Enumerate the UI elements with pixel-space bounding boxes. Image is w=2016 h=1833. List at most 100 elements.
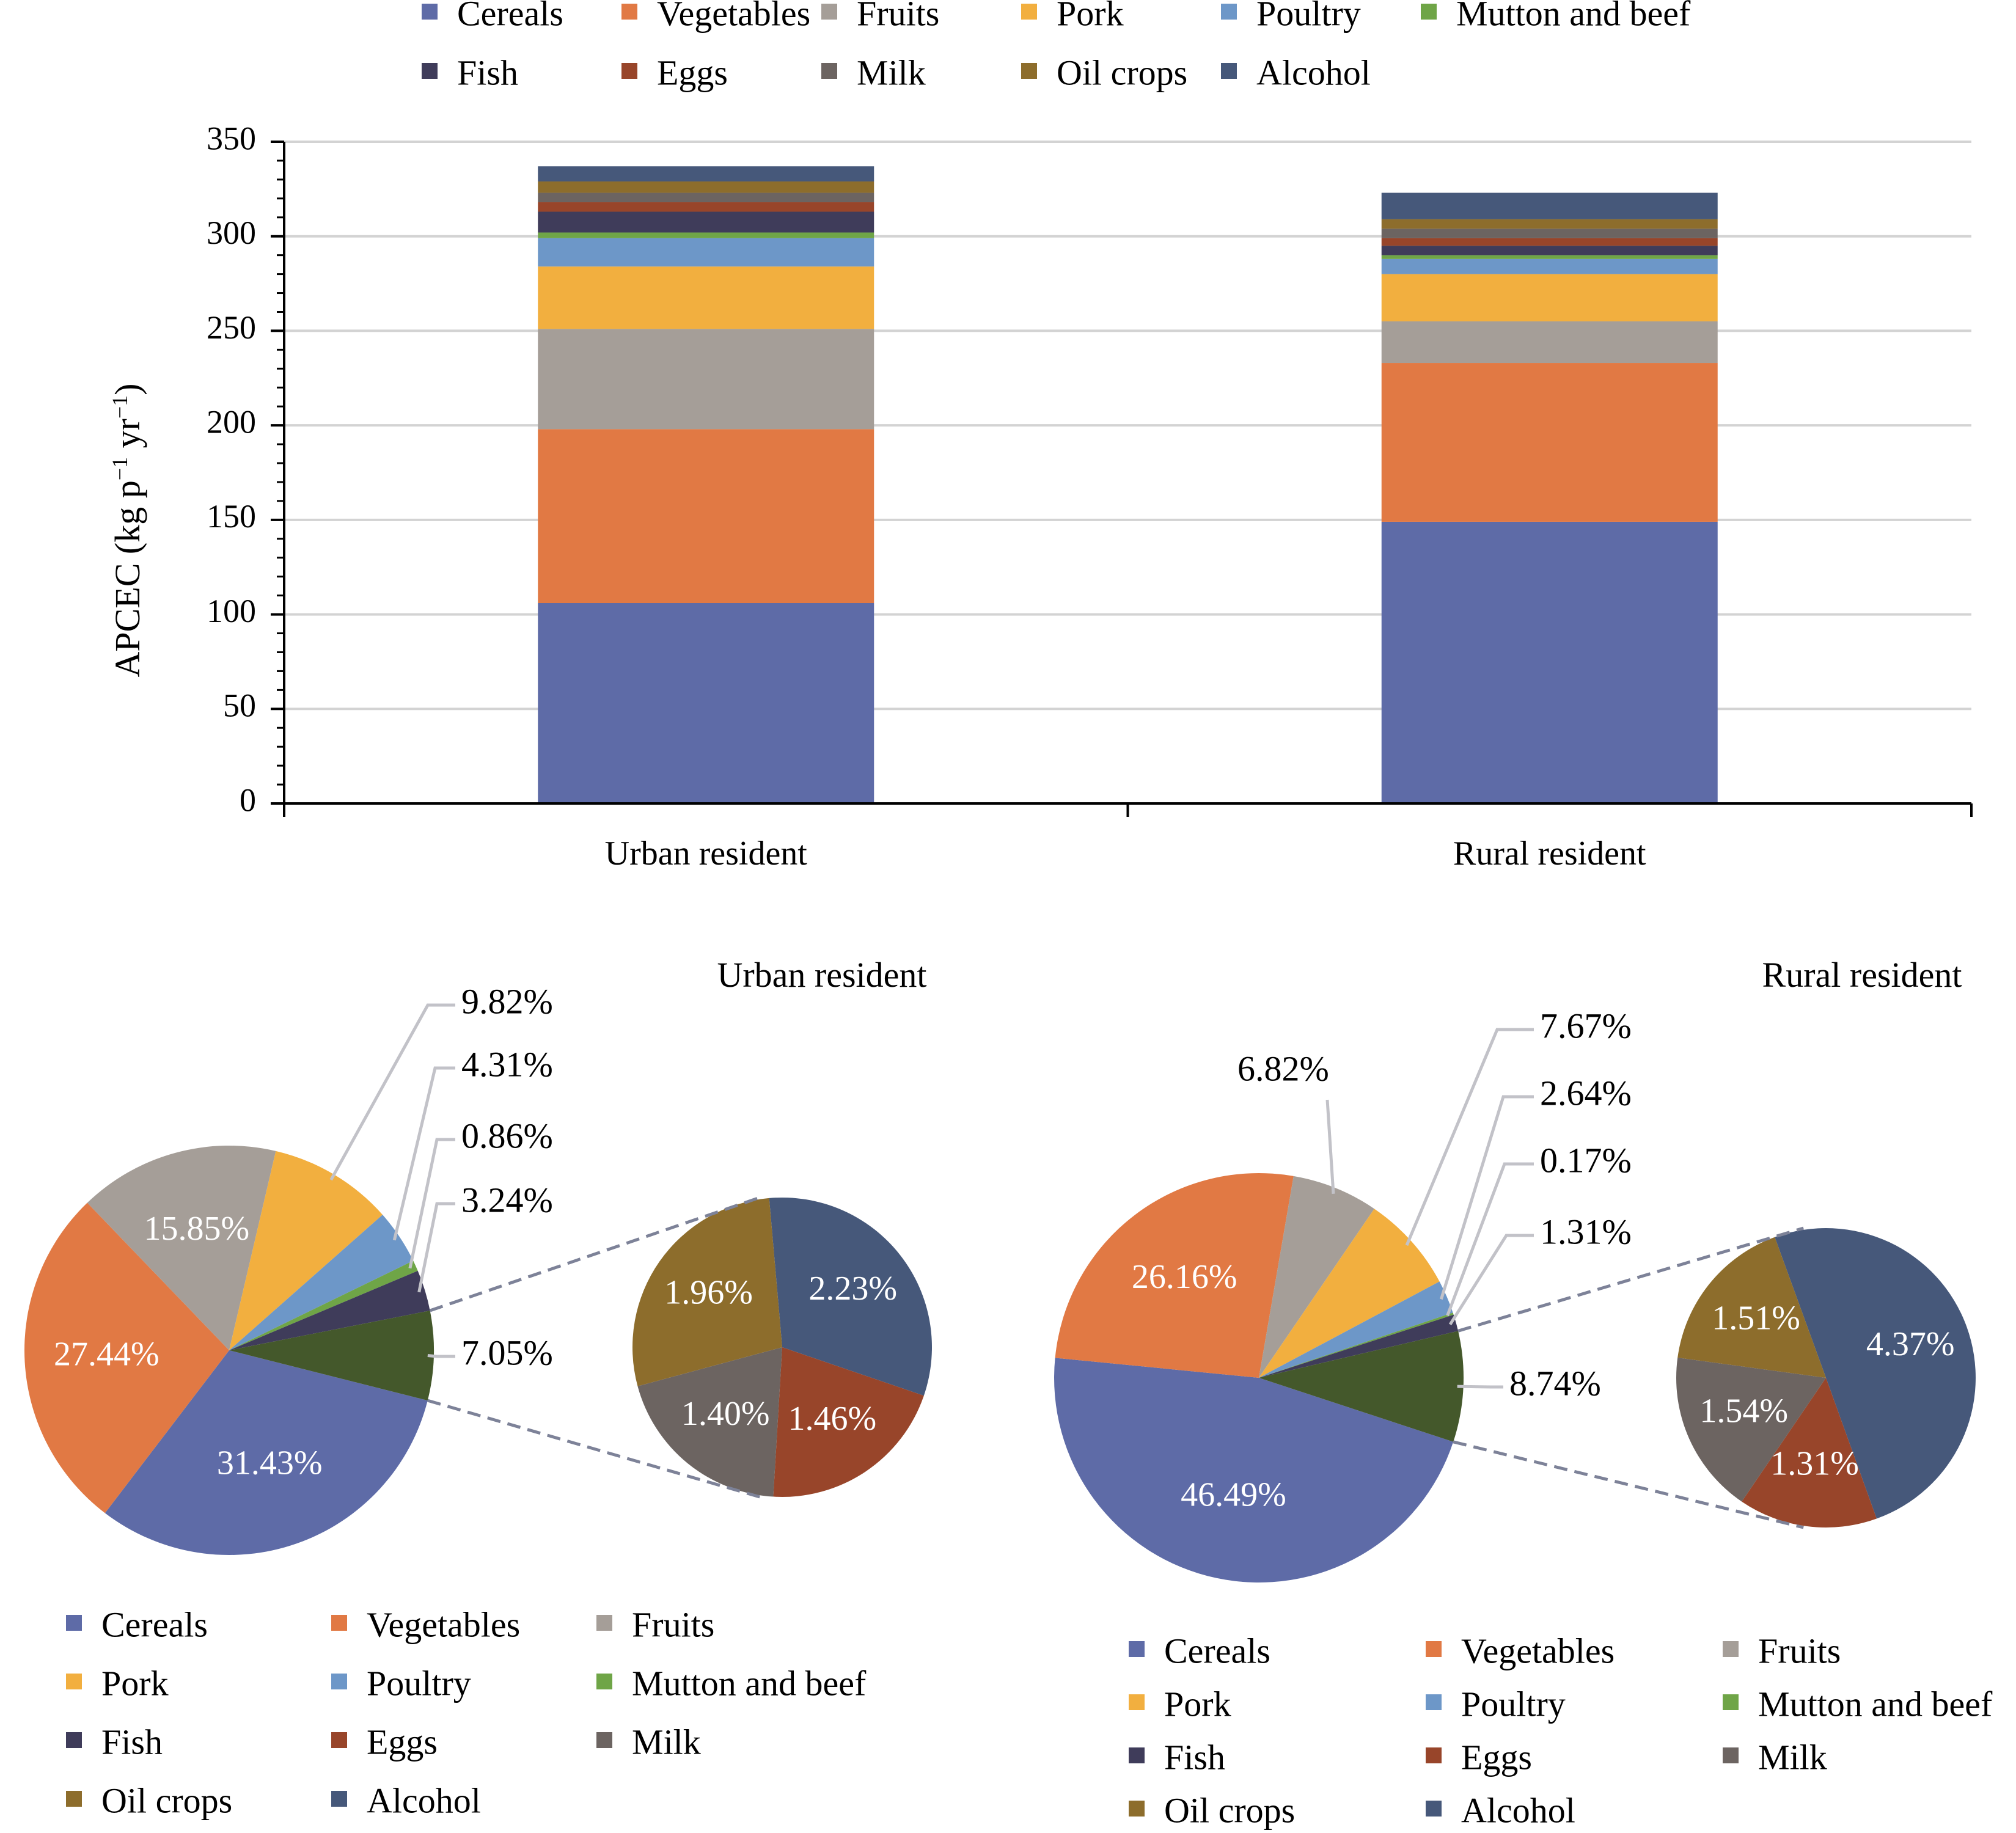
urban-sub-slice-label-oil-crops: 1.96% [664, 1274, 753, 1312]
urban-legend-item-cereals: Cereals [66, 1604, 208, 1644]
urban-slice-pork [229, 1151, 383, 1350]
urban-legend-swatch-vegetables [331, 1615, 347, 1631]
rural-legend-label-mutton-and-beef: Mutton and beef [1758, 1684, 1993, 1724]
urban-slice-other [229, 1310, 434, 1401]
rural-legend-label-fruits: Fruits [1758, 1631, 1841, 1670]
urban-sub-slice-label-alcohol: 2.23% [808, 1270, 897, 1308]
urban-sub-slice-oil-crops [632, 1198, 782, 1386]
urban-slice-mutton-and-beef [229, 1260, 418, 1350]
rural-legend-label-fish: Fish [1164, 1737, 1225, 1777]
rural-legend-swatch-oil-crops [1129, 1801, 1145, 1817]
rural-leader-pork [1405, 1028, 1534, 1246]
bar-segment-rural-resident-alcohol [1381, 192, 1718, 219]
urban-legend-swatch-alcohol [331, 1791, 347, 1807]
bar-segment-rural-resident-oil-crops [1381, 219, 1718, 229]
rural-connector-top [1457, 1226, 1804, 1333]
bar-segment-urban-resident-vegetables [538, 429, 874, 604]
bar-chart-legend: Cereals Vegetables Fruits Pork Poultry Mutton… [422, 0, 1691, 92]
top-legend-swatch-alcohol [1221, 63, 1237, 79]
urban-slice-label-cereals: 31.43% [217, 1444, 323, 1482]
bar-segment-urban-resident-eggs [538, 202, 874, 212]
urban-legend-label-oil-crops: Oil crops [101, 1780, 232, 1820]
rural-sub-slice-label-alcohol: 4.37% [1866, 1325, 1955, 1363]
urban-slice-label-other: 7.05% [461, 1333, 553, 1372]
bar-segment-urban-resident-mutton-and-beef [538, 232, 874, 238]
urban-legend-item-milk: Milk [596, 1722, 701, 1762]
bar-chart-gridlines [284, 141, 1971, 711]
rural-legend-label-alcohol: Alcohol [1461, 1790, 1575, 1830]
rural-legend-swatch-alcohol [1426, 1801, 1442, 1817]
rural-legend-swatch-mutton-and-beef [1723, 1694, 1739, 1710]
rural-leader-other [1457, 1385, 1503, 1389]
rural-legend-swatch-cereals [1129, 1641, 1145, 1657]
rural-sub-slice-oil-crops [1677, 1237, 1826, 1378]
top-legend-label-oil-crops: Oil crops [1057, 53, 1187, 92]
rural-legend-label-poultry: Poultry [1461, 1684, 1566, 1724]
rural-legend-item-pork: Pork [1129, 1684, 1231, 1724]
y-tick-label-150: 150 [207, 498, 256, 535]
rural-legend-swatch-eggs [1426, 1747, 1442, 1763]
rural-pie-group: Rural resident 46.49% 26.16% 6.82% 7.67% 2.64… [1054, 955, 1976, 1582]
bar-chart-axes: 0 50 100 150 200 250 300 350 Urban resident Rural… [207, 120, 1973, 873]
top-legend-swatch-milk [821, 63, 837, 79]
stacked-bar-chart: 0 50 100 150 200 250 300 350 Urban resident Rural… [108, 120, 1973, 873]
top-legend-swatch-oil-crops [1021, 63, 1037, 79]
rural-slice-label-poultry: 2.64% [1540, 1073, 1632, 1113]
urban-legend-label-alcohol: Alcohol [367, 1780, 481, 1820]
top-legend-swatch-fish [422, 63, 438, 79]
bar-segment-urban-resident-cereals [538, 603, 874, 803]
urban-legend-swatch-fruits [596, 1615, 612, 1631]
top-legend-label-vegetables: Vegetables [657, 0, 810, 33]
rural-legend-item-poultry: Poultry [1426, 1684, 1566, 1724]
top-legend-swatch-fruits [821, 4, 837, 20]
urban-slice-label-fruits: 15.85% [144, 1210, 249, 1248]
bar-segment-urban-resident-pork [538, 266, 874, 329]
urban-pie-legend: Cereals Vegetables Fruits Pork Poultry Mutton… [66, 1604, 867, 1820]
bar-segment-urban-resident-milk [538, 192, 874, 203]
rural-legend-swatch-vegetables [1426, 1641, 1442, 1657]
y-tick-label-300: 300 [207, 214, 256, 251]
urban-leader-poultry [392, 1066, 455, 1241]
rural-sub-slice-label-milk: 1.54% [1699, 1392, 1788, 1430]
urban-slice-vegetables [24, 1202, 230, 1513]
urban-legend-item-oil-crops: Oil crops [66, 1780, 232, 1820]
urban-legend-swatch-oil-crops [66, 1791, 82, 1807]
top-legend-swatch-mutton-and-beef [1421, 4, 1437, 20]
top-legend-swatch-eggs [621, 63, 637, 79]
urban-legend-label-eggs: Eggs [367, 1722, 438, 1762]
rural-slice-vegetables [1055, 1173, 1294, 1378]
rural-leader-mutton-and-beef [1446, 1162, 1534, 1317]
urban-leader-fish [417, 1202, 455, 1293]
top-legend-label-pork: Pork [1057, 0, 1124, 33]
rural-sub-pie: 4.37% 1.31% 1.54% 1.51% [1676, 1228, 1976, 1528]
urban-legend-label-pork: Pork [101, 1663, 169, 1703]
rural-sub-slice-milk [1676, 1358, 1826, 1502]
top-legend-label-cereals: Cereals [457, 0, 563, 33]
urban-legend-label-cereals: Cereals [101, 1604, 208, 1644]
rural-slice-label-fruits: 6.82% [1237, 1048, 1329, 1088]
urban-pie-title: Urban resident [717, 955, 926, 995]
urban-leader-pork [329, 1003, 455, 1181]
rural-slice-fish [1259, 1314, 1459, 1378]
urban-legend-item-poultry: Poultry [331, 1663, 471, 1703]
y-tick-label-100: 100 [207, 593, 256, 629]
top-legend-label-mutton-and-beef: Mutton and beef [1456, 0, 1691, 33]
urban-legend-item-fruits: Fruits [596, 1604, 714, 1644]
top-legend-item-fish: Fish [422, 53, 518, 92]
top-legend-label-poultry: Poultry [1256, 0, 1361, 33]
top-legend-label-fruits: Fruits [857, 0, 939, 33]
urban-legend-swatch-eggs [331, 1732, 347, 1748]
rural-legend-swatch-fish [1129, 1747, 1145, 1763]
rural-legend-label-pork: Pork [1164, 1684, 1231, 1724]
rural-slice-poultry [1259, 1281, 1453, 1378]
pie-charts: Urban resident 31.43% 27.44% 15.85% 9.82% 4.3… [24, 955, 1976, 1582]
rural-connector-bottom [1453, 1440, 1804, 1529]
top-legend-item-milk: Milk [821, 53, 926, 92]
urban-legend-swatch-fish [66, 1732, 82, 1748]
rural-slice-label-fish: 1.31% [1540, 1212, 1632, 1251]
urban-legend-label-vegetables: Vegetables [367, 1604, 520, 1644]
urban-slice-fish [229, 1270, 430, 1350]
urban-legend-swatch-milk [596, 1732, 612, 1748]
rural-slice-other [1259, 1331, 1464, 1442]
